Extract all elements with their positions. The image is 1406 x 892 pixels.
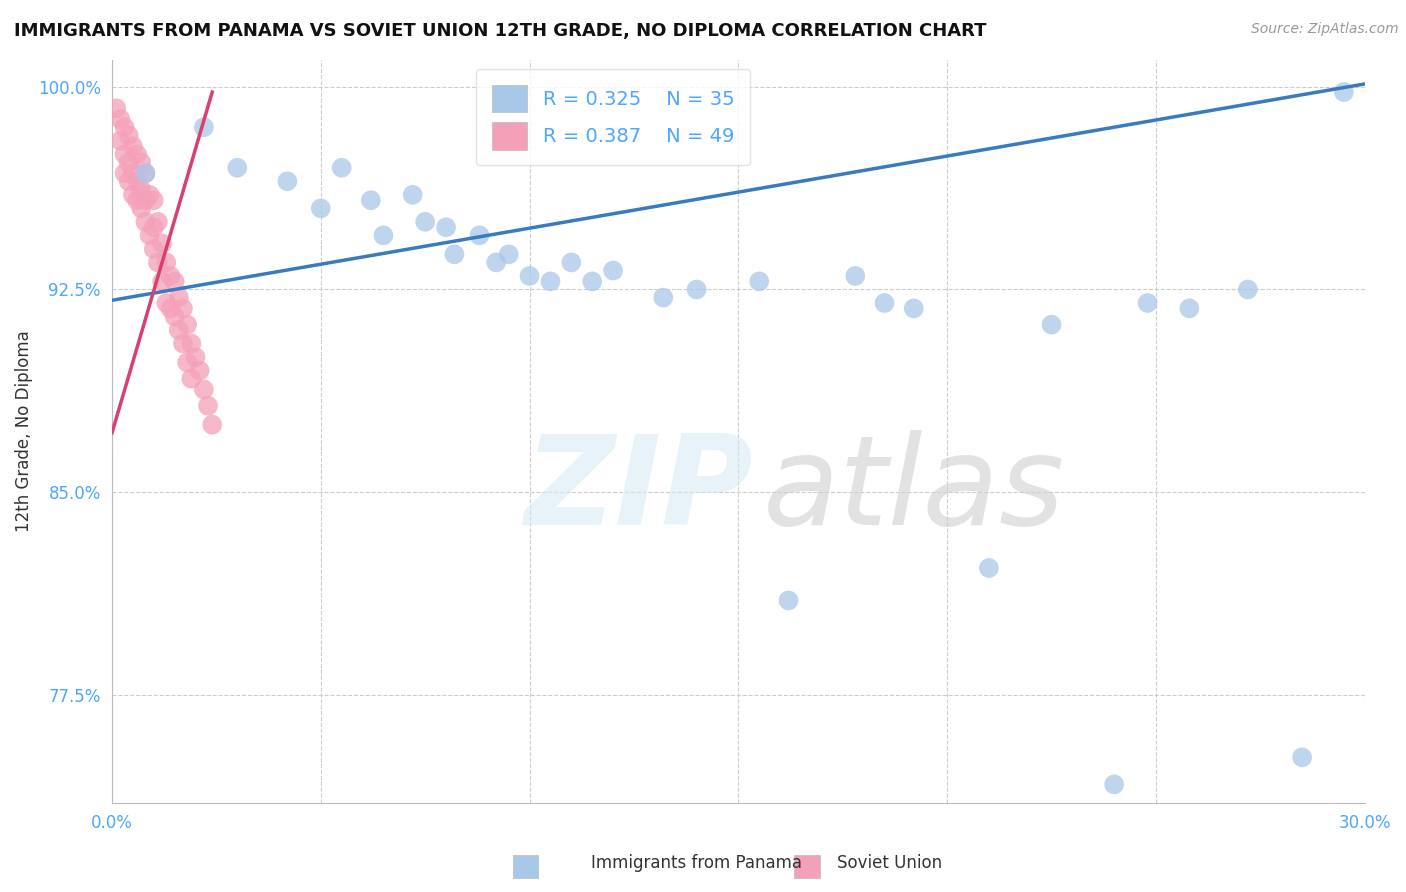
Point — [146, 255, 169, 269]
Text: atlas: atlas — [762, 431, 1064, 551]
Point — [138, 187, 160, 202]
Point — [360, 193, 382, 207]
Point — [134, 166, 156, 180]
Point — [1178, 301, 1201, 316]
Point — [184, 350, 207, 364]
Point — [134, 215, 156, 229]
Point — [163, 310, 186, 324]
Point — [125, 174, 148, 188]
Point — [122, 187, 145, 202]
Point — [276, 174, 298, 188]
Text: Source: ZipAtlas.com: Source: ZipAtlas.com — [1251, 22, 1399, 37]
Point — [134, 166, 156, 180]
Point — [129, 182, 152, 196]
Point — [188, 363, 211, 377]
Point — [129, 155, 152, 169]
Point — [485, 255, 508, 269]
Point — [498, 247, 520, 261]
Point — [159, 268, 181, 283]
Point — [176, 355, 198, 369]
Point — [197, 399, 219, 413]
Point — [581, 274, 603, 288]
Point — [873, 296, 896, 310]
Point — [1333, 85, 1355, 99]
Text: IMMIGRANTS FROM PANAMA VS SOVIET UNION 12TH GRADE, NO DIPLOMA CORRELATION CHART: IMMIGRANTS FROM PANAMA VS SOVIET UNION 1… — [14, 22, 987, 40]
Point — [193, 383, 215, 397]
Point — [844, 268, 866, 283]
Text: Immigrants from Panama: Immigrants from Panama — [591, 855, 801, 872]
Point — [330, 161, 353, 175]
Text: ZIP: ZIP — [524, 431, 752, 551]
Point — [443, 247, 465, 261]
Point — [309, 202, 332, 216]
Point — [652, 291, 675, 305]
Point — [159, 301, 181, 316]
Point — [122, 139, 145, 153]
Point — [540, 274, 562, 288]
Point — [118, 174, 141, 188]
Point — [142, 242, 165, 256]
Point — [401, 187, 423, 202]
Point — [125, 147, 148, 161]
Point — [122, 166, 145, 180]
Point — [125, 193, 148, 207]
Point — [226, 161, 249, 175]
Point — [180, 372, 202, 386]
Point — [167, 291, 190, 305]
Point — [180, 336, 202, 351]
Point — [201, 417, 224, 432]
Text: Soviet Union: Soviet Union — [837, 855, 942, 872]
Point — [1237, 283, 1260, 297]
Point — [118, 155, 141, 169]
Point — [373, 228, 395, 243]
Point — [193, 120, 215, 135]
Point — [519, 268, 541, 283]
Point — [110, 134, 132, 148]
Point — [685, 283, 707, 297]
Point — [172, 336, 194, 351]
Y-axis label: 12th Grade, No Diploma: 12th Grade, No Diploma — [15, 331, 32, 533]
Point — [118, 128, 141, 143]
Point — [167, 323, 190, 337]
Point — [903, 301, 925, 316]
Point — [134, 193, 156, 207]
Point — [138, 228, 160, 243]
Point — [560, 255, 582, 269]
Point — [129, 202, 152, 216]
Point — [1291, 750, 1313, 764]
Point — [150, 236, 173, 251]
Point — [114, 147, 136, 161]
Point — [163, 274, 186, 288]
Point — [150, 274, 173, 288]
Point — [1040, 318, 1063, 332]
Point — [146, 215, 169, 229]
Point — [142, 220, 165, 235]
Point — [155, 296, 177, 310]
Point — [105, 101, 128, 115]
Point — [1102, 777, 1125, 791]
Point — [468, 228, 491, 243]
Point — [110, 112, 132, 127]
Legend: R = 0.325    N = 35, R = 0.387    N = 49: R = 0.325 N = 35, R = 0.387 N = 49 — [477, 70, 749, 165]
Point — [977, 561, 1000, 575]
Point — [434, 220, 457, 235]
Point — [142, 193, 165, 207]
Point — [1136, 296, 1159, 310]
Point — [413, 215, 436, 229]
Point — [114, 166, 136, 180]
Point — [176, 318, 198, 332]
Point — [602, 263, 624, 277]
Point — [748, 274, 770, 288]
Point — [778, 593, 800, 607]
Point — [114, 120, 136, 135]
Point — [155, 255, 177, 269]
Point — [172, 301, 194, 316]
